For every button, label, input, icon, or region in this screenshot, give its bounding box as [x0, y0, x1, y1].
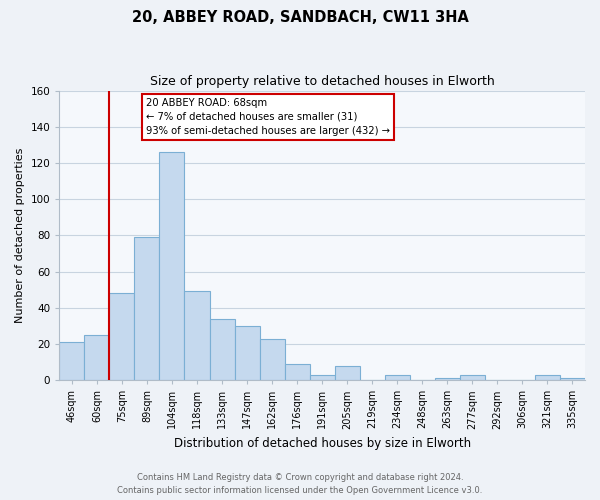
- Bar: [209, 318, 235, 380]
- Bar: [310, 374, 335, 380]
- Title: Size of property relative to detached houses in Elworth: Size of property relative to detached ho…: [150, 75, 494, 88]
- Text: 20 ABBEY ROAD: 68sqm
← 7% of detached houses are smaller (31)
93% of semi-detach: 20 ABBEY ROAD: 68sqm ← 7% of detached ho…: [146, 98, 390, 136]
- Bar: [535, 374, 560, 380]
- X-axis label: Distribution of detached houses by size in Elworth: Distribution of detached houses by size …: [173, 437, 471, 450]
- Bar: [385, 374, 410, 380]
- Y-axis label: Number of detached properties: Number of detached properties: [15, 148, 25, 323]
- Bar: [260, 338, 284, 380]
- Bar: [560, 378, 585, 380]
- Bar: [184, 292, 209, 380]
- Bar: [235, 326, 260, 380]
- Text: 20, ABBEY ROAD, SANDBACH, CW11 3HA: 20, ABBEY ROAD, SANDBACH, CW11 3HA: [131, 10, 469, 25]
- Bar: [284, 364, 310, 380]
- Bar: [109, 294, 134, 380]
- Bar: [435, 378, 460, 380]
- Bar: [160, 152, 184, 380]
- Bar: [59, 342, 85, 380]
- Bar: [460, 374, 485, 380]
- Text: Contains HM Land Registry data © Crown copyright and database right 2024.
Contai: Contains HM Land Registry data © Crown c…: [118, 474, 482, 495]
- Bar: [335, 366, 360, 380]
- Bar: [134, 237, 160, 380]
- Bar: [85, 335, 109, 380]
